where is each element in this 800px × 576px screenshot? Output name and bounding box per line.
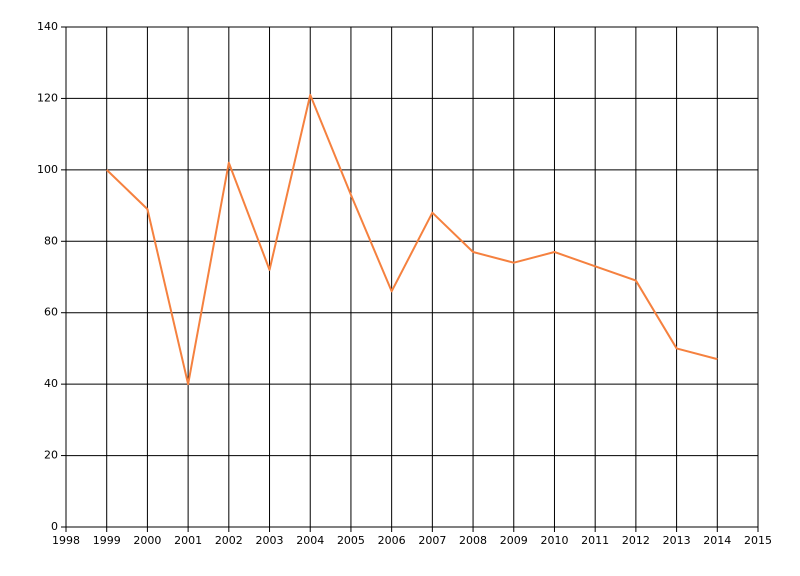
y-tick-label: 40 [44, 377, 58, 390]
y-tick-label: 80 [44, 234, 58, 247]
x-tick-label: 2000 [133, 534, 161, 547]
y-tick-label: 20 [44, 449, 58, 462]
y-tick-label: 60 [44, 306, 58, 319]
x-tick-label: 1999 [93, 534, 121, 547]
x-tick-label: 2015 [744, 534, 772, 547]
data-line [106, 93, 718, 386]
y-tick-label: 100 [37, 163, 58, 176]
x-tick-label: 1998 [52, 534, 80, 547]
x-tick-label: 2006 [378, 534, 406, 547]
x-tick-label: 2003 [256, 534, 284, 547]
x-tick-label: 2004 [296, 534, 324, 547]
x-tick-label: 2005 [337, 534, 365, 547]
y-tick-label: 140 [37, 20, 58, 33]
x-tick-label: 2002 [215, 534, 243, 547]
x-tick-label: 2009 [500, 534, 528, 547]
y-tick-label: 0 [51, 520, 58, 533]
y-tick-label: 120 [37, 91, 58, 104]
x-tick-label: 2007 [418, 534, 446, 547]
x-tick-label: 2014 [703, 534, 731, 547]
x-tick-label: 2013 [663, 534, 691, 547]
x-tick-label: 2011 [581, 534, 609, 547]
x-tick-label: 2008 [459, 534, 487, 547]
x-tick-label: 2001 [174, 534, 202, 547]
x-tick-label: 2010 [540, 534, 568, 547]
x-tick-label: 2012 [622, 534, 650, 547]
